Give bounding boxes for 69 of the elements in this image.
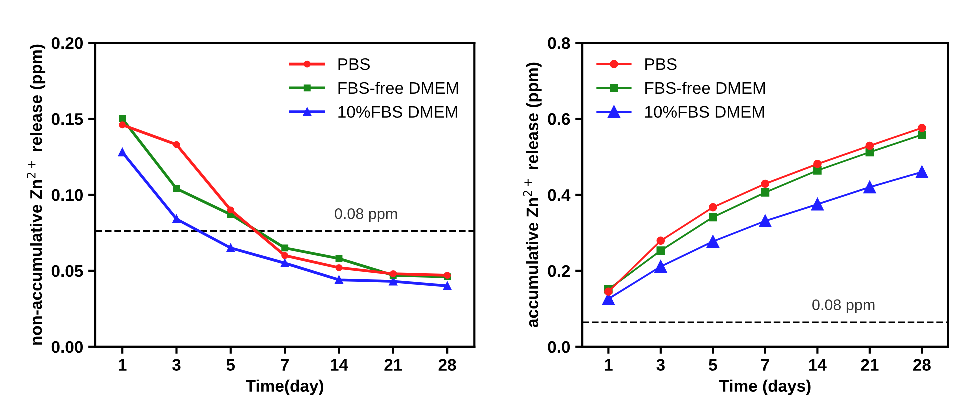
point <box>759 214 772 228</box>
x-tick-label: 7 <box>762 359 770 371</box>
x-tick-label: 21 <box>861 359 879 371</box>
point <box>761 188 770 197</box>
ref-line-label: 0.08 ppm <box>335 208 398 222</box>
y-tick-label: 0.05 <box>52 265 84 278</box>
legend-label: PBS <box>338 58 370 70</box>
y-axis-title: accumulative Zn$^{2+}$ release (ppm) <box>523 62 542 328</box>
point <box>172 215 181 224</box>
legend-label: PBS <box>646 58 677 70</box>
point <box>227 206 234 214</box>
point <box>709 203 718 212</box>
point <box>709 213 718 222</box>
point <box>118 148 127 157</box>
legend-label: 10%FBS DMEM <box>645 106 764 118</box>
y-tick-label: 0.2 <box>548 265 570 278</box>
x-tick-label: 1 <box>605 359 613 371</box>
y-tick-label: 0.4 <box>548 189 571 202</box>
y-tick-label: 0.0 <box>548 341 570 354</box>
point <box>226 244 236 252</box>
point <box>918 130 926 140</box>
point <box>814 160 822 168</box>
point <box>604 288 613 296</box>
x-tick-label: 5 <box>226 359 236 371</box>
legend-label: FBS-free DMEM <box>646 82 766 94</box>
y-tick-label: 0.20 <box>52 37 84 50</box>
point <box>173 185 180 192</box>
x-axis-title: Time(day) <box>246 380 324 396</box>
point <box>864 181 876 194</box>
point <box>761 180 770 188</box>
point <box>811 198 824 211</box>
point <box>335 276 344 284</box>
x-tick-label: 28 <box>438 359 456 371</box>
y-tick-label: 0.00 <box>52 341 84 354</box>
x-tick-label: 28 <box>914 359 931 371</box>
point <box>336 255 343 262</box>
point <box>119 122 126 129</box>
y-tick-label: 0.10 <box>52 189 84 202</box>
legend-label: 10%FBS DMEM <box>338 106 458 118</box>
point <box>916 166 928 178</box>
point <box>443 282 452 290</box>
ref-line-label: 0.08 ppm <box>812 300 875 314</box>
y-tick-label: 0.15 <box>52 113 84 126</box>
point <box>656 236 666 246</box>
point <box>119 116 126 122</box>
point <box>336 264 343 272</box>
x-tick-label: 21 <box>384 359 402 371</box>
point <box>654 260 668 274</box>
legend-label: FBS-free DMEM <box>338 82 458 94</box>
y-tick-label: 0.6 <box>548 113 570 126</box>
x-tick-label: 3 <box>656 359 665 372</box>
y-axis-title: non-accumulative Zn$^{2+}$ release (ppm) <box>27 44 46 345</box>
point <box>814 166 822 175</box>
y-tick-label: 0.8 <box>548 37 570 50</box>
point <box>706 235 720 248</box>
x-tick-label: 3 <box>172 359 181 372</box>
point <box>918 124 926 132</box>
x-tick-label: 14 <box>331 359 348 371</box>
point <box>866 142 874 150</box>
x-tick-label: 1 <box>118 359 127 371</box>
point <box>280 259 290 268</box>
x-axis-title: Time (days) <box>719 380 811 396</box>
point <box>282 252 289 260</box>
x-tick-label: 7 <box>281 359 289 371</box>
point <box>656 246 666 256</box>
point <box>173 141 180 148</box>
x-tick-label: 14 <box>809 359 827 371</box>
x-tick-label: 5 <box>709 359 718 371</box>
point <box>282 244 289 252</box>
